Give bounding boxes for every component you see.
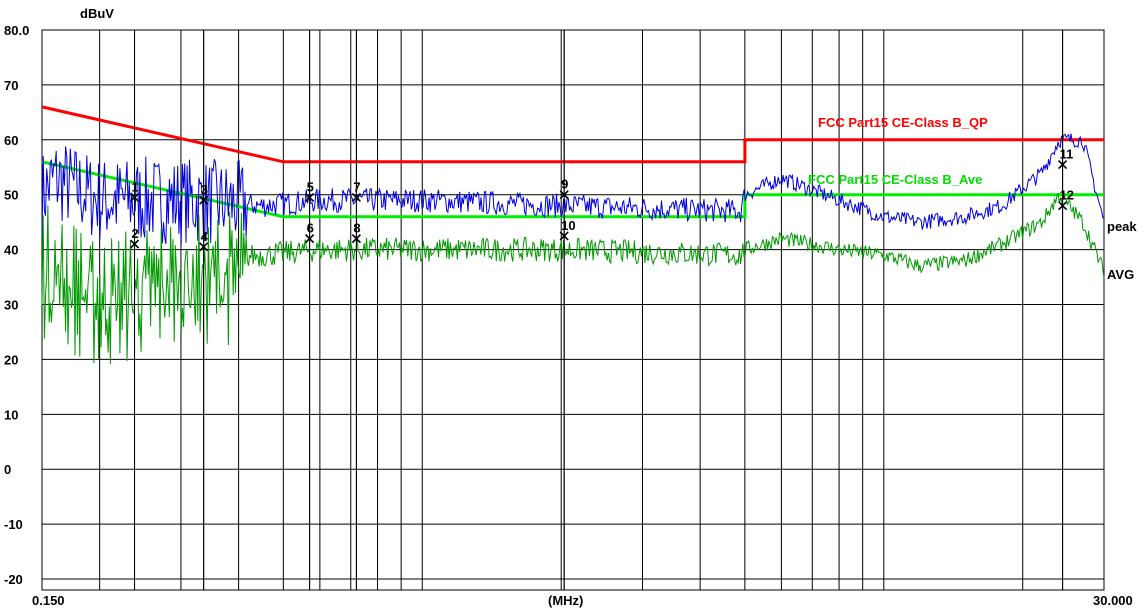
x-tick-max: 30.000 [1093, 593, 1133, 608]
marker-cross [1058, 201, 1068, 211]
x-tick-min: 0.150 [32, 593, 65, 608]
y-tick-label: 0 [4, 462, 11, 477]
marker-cross [305, 234, 315, 244]
x-unit-label: (MHz) [548, 593, 583, 608]
marker-label: 7 [353, 179, 360, 194]
marker-label: 2 [132, 226, 139, 241]
marker-cross [199, 242, 209, 252]
marker-cross [559, 231, 569, 241]
y-axis-ticks: 80.0 70 60 50 40 30 20 10 0 -10 -20 [4, 23, 29, 587]
y-tick-label: 20 [4, 352, 18, 367]
y-tick-label: 40 [4, 243, 18, 258]
y-tick-label: -10 [4, 517, 23, 532]
series-line [41, 192, 1105, 365]
y-tick-label: 30 [4, 298, 18, 313]
marker-label: 9 [561, 177, 568, 192]
marker-label: 10 [561, 218, 575, 233]
y-tick-label: 70 [4, 78, 18, 93]
series-lines [41, 133, 1105, 365]
series-line [41, 133, 1105, 245]
marker-label: 11 [1060, 147, 1074, 162]
marker-cross [129, 239, 140, 249]
marker-label: 12 [1060, 188, 1074, 203]
y-tick-label: 80.0 [4, 23, 29, 38]
plot-area [41, 29, 1105, 591]
y-unit-label: dBuV [80, 6, 114, 21]
marker-label: 3 [201, 182, 208, 197]
y-tick-label: 10 [4, 407, 18, 422]
limit-label-avg: FCC Part15 CE-Class B_Ave [808, 172, 982, 187]
limit-line [41, 105, 1104, 164]
marker-label: 5 [307, 179, 314, 194]
marker-label: 1 [132, 179, 139, 194]
marker-label: 6 [307, 221, 314, 236]
marker-cross [351, 234, 361, 244]
y-tick-label: -20 [4, 572, 23, 587]
limit-label-qp: FCC Part15 CE-Class B_QP [818, 115, 988, 130]
y-tick-label: 60 [4, 133, 18, 148]
marker-label: 8 [353, 221, 360, 236]
marker-label: 4 [201, 229, 209, 244]
series-label-avg: AVG [1107, 267, 1134, 282]
series-label-peak: peak [1107, 219, 1137, 234]
y-tick-label: 50 [4, 188, 18, 203]
